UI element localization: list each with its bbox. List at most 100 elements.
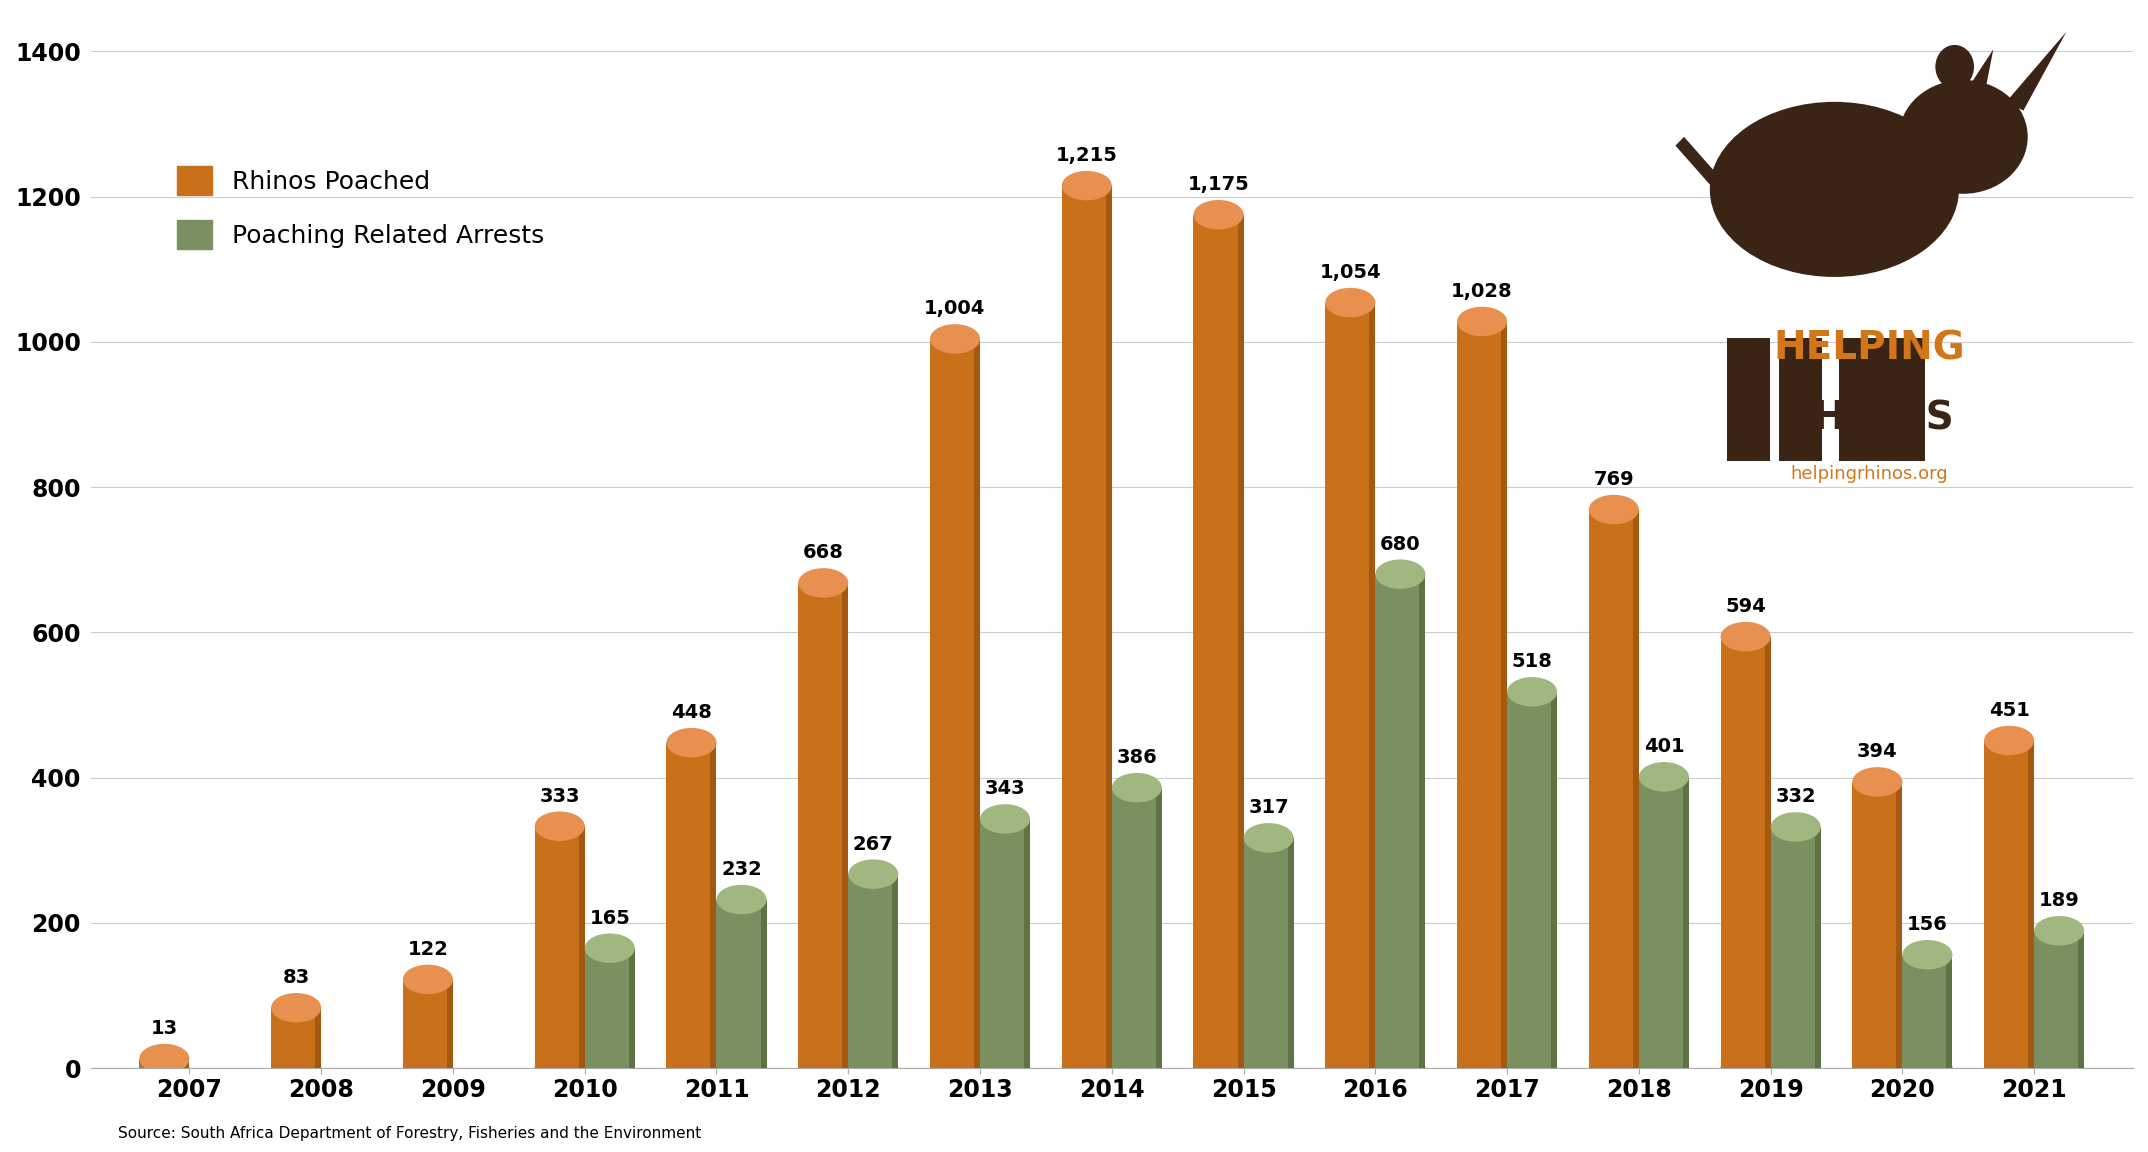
Bar xyxy=(1106,185,1113,1068)
Bar xyxy=(1882,339,1925,478)
Bar xyxy=(1815,827,1822,1068)
Ellipse shape xyxy=(1508,677,1557,706)
Ellipse shape xyxy=(404,1053,453,1083)
Ellipse shape xyxy=(1061,1053,1113,1083)
Text: 343: 343 xyxy=(984,780,1025,798)
Bar xyxy=(848,874,898,1068)
Bar xyxy=(1721,637,1770,1068)
Ellipse shape xyxy=(140,1053,189,1083)
Text: 386: 386 xyxy=(1117,748,1158,767)
Text: 1,028: 1,028 xyxy=(1452,282,1512,301)
Bar xyxy=(1420,574,1426,1068)
Ellipse shape xyxy=(1325,1053,1375,1083)
Ellipse shape xyxy=(848,859,898,889)
Bar xyxy=(1897,782,1903,1068)
Bar xyxy=(1779,339,1822,478)
Text: helpingrhinos.org: helpingrhinos.org xyxy=(1789,465,1948,483)
Polygon shape xyxy=(1890,137,1963,242)
Bar xyxy=(447,979,453,1068)
Ellipse shape xyxy=(1113,1053,1162,1083)
Ellipse shape xyxy=(1590,495,1639,524)
Ellipse shape xyxy=(717,885,767,915)
Ellipse shape xyxy=(799,1053,848,1083)
Ellipse shape xyxy=(271,1053,322,1083)
Text: 1,004: 1,004 xyxy=(924,300,986,318)
Bar xyxy=(271,1008,322,1068)
Ellipse shape xyxy=(1721,1053,1770,1083)
Ellipse shape xyxy=(930,1053,979,1083)
Bar xyxy=(979,819,1031,1068)
Text: 13: 13 xyxy=(150,1020,178,1038)
Ellipse shape xyxy=(584,933,636,963)
Text: 518: 518 xyxy=(1512,652,1553,672)
Ellipse shape xyxy=(1508,1053,1557,1083)
Ellipse shape xyxy=(2034,1053,2084,1083)
Text: 165: 165 xyxy=(589,909,629,927)
Bar xyxy=(404,979,453,1068)
Bar xyxy=(1113,788,1162,1068)
Text: 451: 451 xyxy=(1989,700,2030,720)
Legend: Rhinos Poached, Poaching Related Arrests: Rhinos Poached, Poaching Related Arrests xyxy=(165,154,556,262)
Bar xyxy=(1368,303,1375,1068)
Bar xyxy=(140,1059,189,1068)
Bar xyxy=(1061,185,1113,1068)
Bar xyxy=(1194,214,1244,1068)
Ellipse shape xyxy=(666,1053,717,1083)
Bar xyxy=(1025,819,1031,1068)
Ellipse shape xyxy=(1899,79,2028,194)
Ellipse shape xyxy=(1061,170,1113,200)
Ellipse shape xyxy=(1721,622,1770,651)
Ellipse shape xyxy=(1639,763,1688,791)
Text: 401: 401 xyxy=(1643,737,1684,756)
Text: 394: 394 xyxy=(1858,742,1897,761)
Text: 594: 594 xyxy=(1725,597,1766,616)
Ellipse shape xyxy=(404,964,453,994)
Ellipse shape xyxy=(1639,1053,1688,1083)
Bar xyxy=(717,900,767,1068)
Ellipse shape xyxy=(271,993,322,1023)
Text: 317: 317 xyxy=(1248,798,1289,817)
Bar xyxy=(1985,741,2034,1068)
Bar xyxy=(1508,692,1557,1068)
Text: 267: 267 xyxy=(853,834,894,854)
Ellipse shape xyxy=(979,1053,1031,1083)
Ellipse shape xyxy=(1770,812,1822,842)
Bar xyxy=(1287,838,1293,1068)
Ellipse shape xyxy=(799,568,848,598)
Bar xyxy=(891,874,898,1068)
Bar xyxy=(1766,637,1770,1068)
Bar xyxy=(799,583,848,1068)
Bar xyxy=(1237,214,1244,1068)
Ellipse shape xyxy=(1590,1053,1639,1083)
Text: 1,175: 1,175 xyxy=(1188,175,1250,195)
Bar xyxy=(711,743,717,1068)
Bar xyxy=(1727,339,1770,478)
Ellipse shape xyxy=(584,1053,636,1083)
Ellipse shape xyxy=(1375,1053,1426,1083)
Bar xyxy=(1839,339,1882,478)
Text: 680: 680 xyxy=(1379,535,1420,554)
Bar xyxy=(1770,827,1822,1068)
Bar xyxy=(1590,509,1639,1068)
Ellipse shape xyxy=(666,728,717,757)
Bar xyxy=(1632,509,1639,1068)
Bar xyxy=(584,948,636,1068)
Ellipse shape xyxy=(1903,940,1953,970)
Polygon shape xyxy=(2006,32,2066,111)
Bar xyxy=(842,583,848,1068)
Ellipse shape xyxy=(535,1053,584,1083)
Ellipse shape xyxy=(1375,560,1426,589)
Ellipse shape xyxy=(1903,1053,1953,1083)
Text: 333: 333 xyxy=(539,787,580,805)
Ellipse shape xyxy=(1710,101,1959,276)
Text: 1,215: 1,215 xyxy=(1057,146,1117,165)
Bar xyxy=(1639,776,1688,1068)
Bar xyxy=(1244,838,1293,1068)
Bar xyxy=(1946,955,1953,1068)
Text: 769: 769 xyxy=(1594,470,1635,488)
Bar xyxy=(1375,574,1426,1068)
Ellipse shape xyxy=(1194,1053,1244,1083)
Polygon shape xyxy=(1675,137,1723,189)
Bar xyxy=(316,1008,322,1068)
Text: RHINOS: RHINOS xyxy=(1783,400,1955,438)
